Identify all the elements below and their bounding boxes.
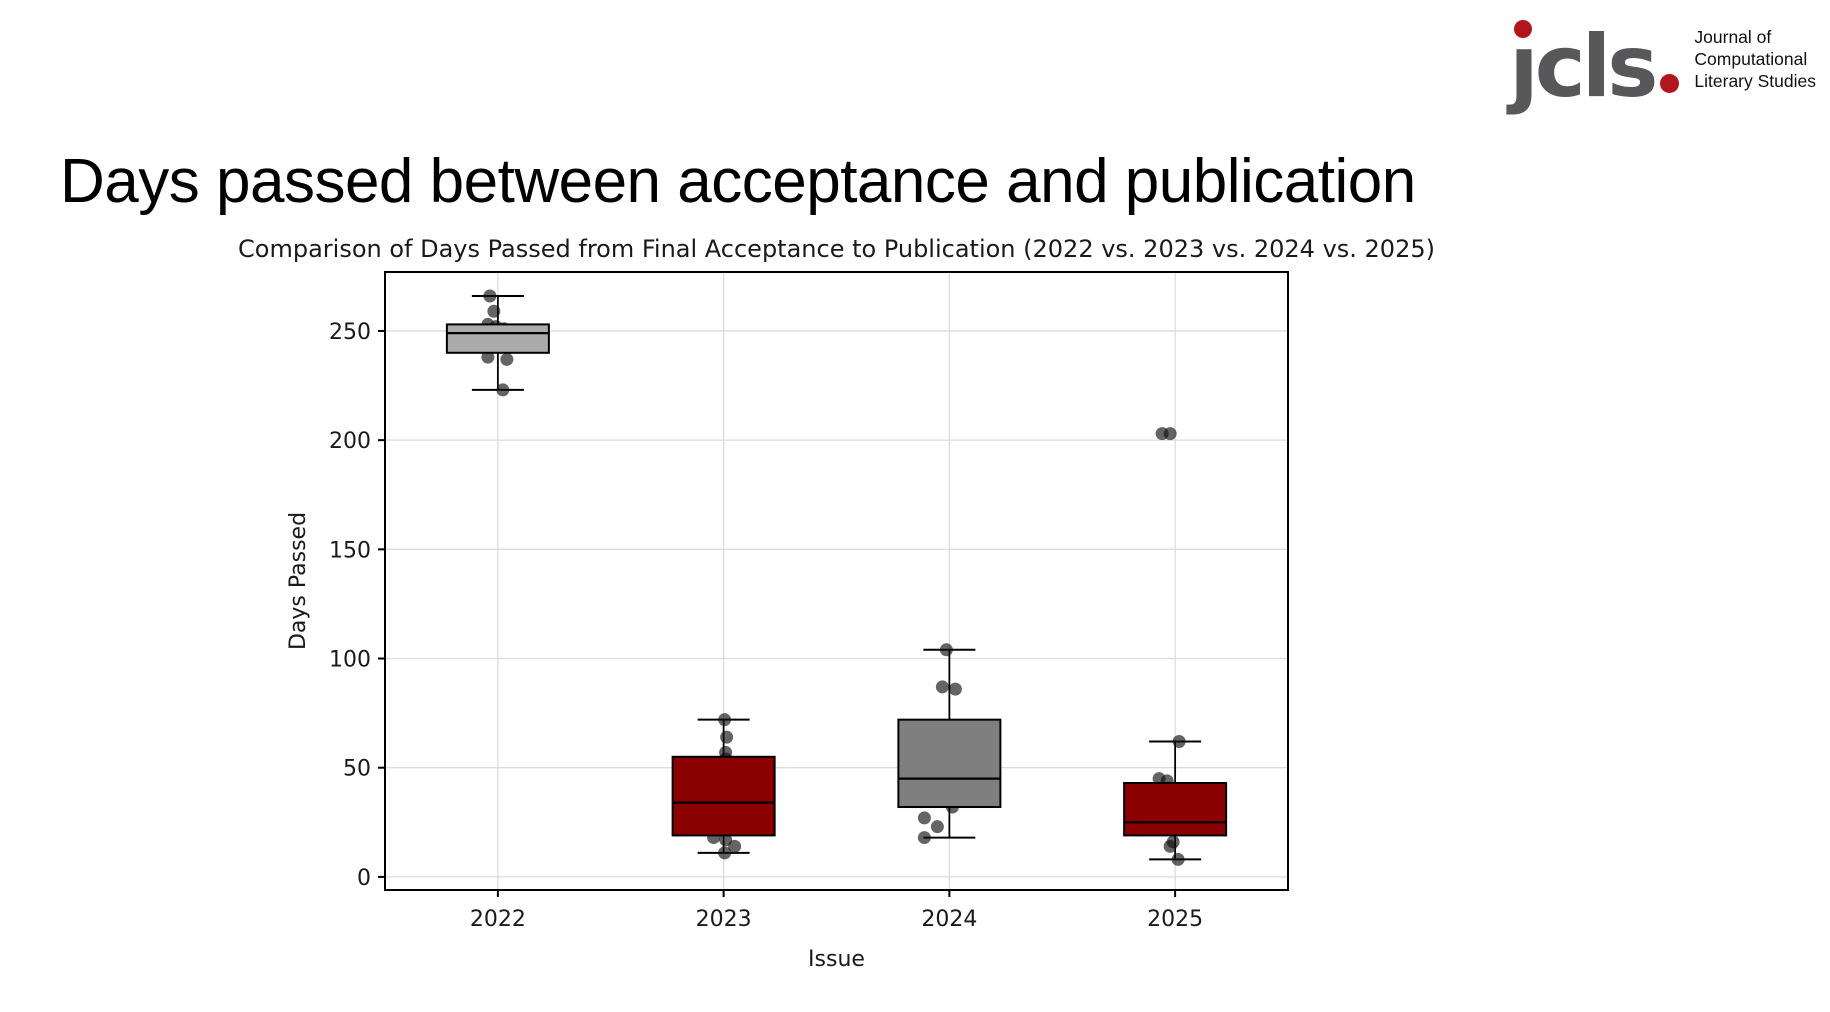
data-point bbox=[718, 846, 732, 860]
boxplot-box bbox=[671, 755, 776, 837]
data-point bbox=[487, 304, 501, 318]
logo-j-dot-icon bbox=[1514, 20, 1533, 38]
x-axis-label: Issue bbox=[808, 947, 865, 972]
jcls-wordmark: ȷcls bbox=[1509, 10, 1680, 126]
boxplot-box bbox=[1123, 781, 1228, 837]
data-point bbox=[930, 820, 944, 834]
data-point bbox=[483, 289, 497, 303]
chart-title: Comparison of Days Passed from Final Acc… bbox=[238, 235, 1435, 263]
plot-border bbox=[384, 271, 1289, 891]
data-point bbox=[728, 839, 742, 853]
journal-name: Journal of Computational Literary Studie… bbox=[1694, 26, 1816, 92]
y-axis-label: Days Passed bbox=[286, 512, 311, 650]
logo-wordmark-text: ȷcls bbox=[1509, 17, 1658, 117]
data-point bbox=[500, 352, 514, 366]
x-tick-label: 2022 bbox=[470, 907, 526, 932]
x-tick-label: 2025 bbox=[1147, 907, 1203, 932]
data-point bbox=[1163, 839, 1177, 853]
y-tick-label: 200 bbox=[329, 429, 371, 454]
data-point bbox=[917, 811, 931, 825]
y-tick-label: 150 bbox=[329, 538, 371, 563]
jcls-logo: ȷcls Journal of Computational Literary S… bbox=[1509, 10, 1816, 126]
journal-name-line: Journal of bbox=[1694, 27, 1772, 47]
data-point bbox=[718, 713, 732, 727]
data-point bbox=[935, 680, 949, 694]
data-point bbox=[481, 350, 495, 364]
boxplot-box bbox=[897, 718, 1002, 809]
data-point bbox=[720, 730, 734, 744]
data-point bbox=[496, 383, 510, 397]
y-tick-label: 0 bbox=[357, 866, 371, 891]
x-tick-label: 2024 bbox=[921, 907, 977, 932]
y-tick-label: 50 bbox=[343, 757, 371, 782]
data-point bbox=[719, 833, 733, 847]
y-tick-label: 250 bbox=[329, 320, 371, 345]
boxplot-box bbox=[445, 323, 550, 354]
journal-name-line: Computational bbox=[1694, 49, 1808, 69]
data-point bbox=[1171, 852, 1185, 866]
y-tick-label: 100 bbox=[329, 648, 371, 673]
logo-period-dot-icon bbox=[1660, 74, 1680, 93]
data-point bbox=[1163, 427, 1177, 441]
journal-name-line: Literary Studies bbox=[1694, 71, 1816, 91]
x-tick-label: 2023 bbox=[696, 907, 752, 932]
data-point bbox=[948, 682, 962, 696]
data-point bbox=[917, 831, 931, 845]
data-point bbox=[1172, 735, 1186, 749]
page-title: Days passed between acceptance and publi… bbox=[60, 146, 1416, 216]
data-point bbox=[939, 643, 953, 657]
